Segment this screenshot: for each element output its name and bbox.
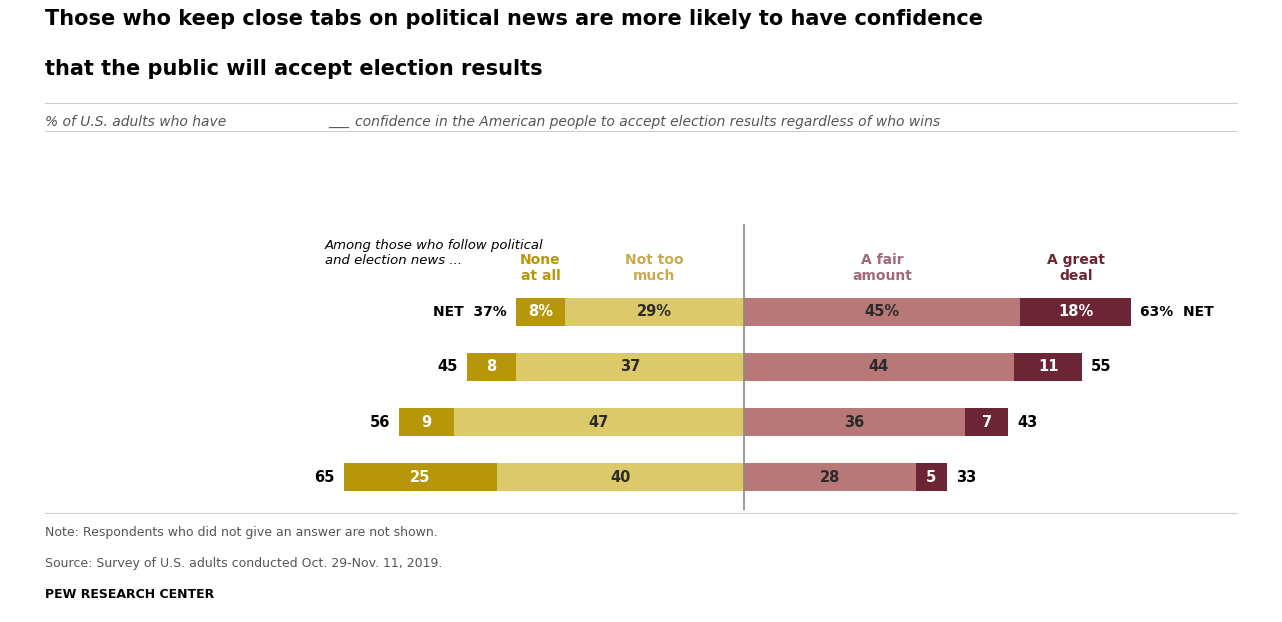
Bar: [915, 463, 946, 491]
Bar: [467, 353, 515, 381]
Bar: [515, 298, 565, 327]
Bar: [744, 353, 1014, 381]
Text: None
at all: None at all: [520, 253, 560, 284]
Text: 29%: 29%: [637, 304, 672, 320]
Text: Among those who follow political
and election news ...: Among those who follow political and ele…: [326, 239, 544, 267]
Text: NET  37%: NET 37%: [433, 305, 506, 319]
Bar: [1014, 353, 1082, 381]
Text: confidence in the American people to accept election results regardless of who w: confidence in the American people to acc…: [355, 115, 940, 129]
Bar: [565, 298, 744, 327]
Bar: [497, 463, 744, 491]
Text: 37: 37: [619, 360, 640, 374]
Text: 44: 44: [869, 360, 888, 374]
Text: 33: 33: [956, 470, 976, 485]
Text: ___: ___: [328, 115, 349, 129]
Bar: [454, 407, 744, 436]
Bar: [965, 407, 1008, 436]
Text: 55: 55: [1091, 360, 1111, 374]
Text: Source: Survey of U.S. adults conducted Oct. 29-Nov. 11, 2019.: Source: Survey of U.S. adults conducted …: [45, 557, 442, 570]
Bar: [515, 353, 744, 381]
Text: A great
deal: A great deal: [1047, 253, 1105, 284]
Bar: [744, 407, 965, 436]
Text: 63%  NET: 63% NET: [1141, 305, 1214, 319]
Text: 25: 25: [410, 470, 431, 485]
Text: 36: 36: [845, 414, 864, 430]
Text: 65: 65: [314, 470, 335, 485]
Text: 47: 47: [588, 414, 609, 430]
Text: A fair
amount: A fair amount: [853, 253, 912, 284]
Bar: [744, 463, 915, 491]
Text: % of U.S. adults who have: % of U.S. adults who have: [45, 115, 226, 129]
Bar: [344, 463, 497, 491]
Text: Note: Respondents who did not give an answer are not shown.: Note: Respondents who did not give an an…: [45, 526, 437, 539]
Text: 7: 7: [982, 414, 992, 430]
Text: 8%: 8%: [528, 304, 553, 320]
Text: 45: 45: [437, 360, 458, 374]
Text: 45%: 45%: [864, 304, 900, 320]
Bar: [1020, 298, 1131, 327]
Text: 8: 8: [486, 360, 496, 374]
Text: 40: 40: [610, 470, 631, 485]
Text: Not too
much: Not too much: [626, 253, 683, 284]
Text: 43: 43: [1018, 414, 1037, 430]
Text: 28: 28: [819, 470, 840, 485]
Text: 56: 56: [369, 414, 390, 430]
Text: 11: 11: [1038, 360, 1059, 374]
Text: 5: 5: [926, 470, 936, 485]
Text: PEW RESEARCH CENTER: PEW RESEARCH CENTER: [45, 588, 214, 601]
Text: 9: 9: [422, 414, 432, 430]
Text: that the public will accept election results: that the public will accept election res…: [45, 59, 542, 79]
Text: 18%: 18%: [1058, 304, 1094, 320]
Bar: [744, 298, 1020, 327]
Text: Those who keep close tabs on political news are more likely to have confidence: Those who keep close tabs on political n…: [45, 9, 983, 29]
Bar: [399, 407, 454, 436]
